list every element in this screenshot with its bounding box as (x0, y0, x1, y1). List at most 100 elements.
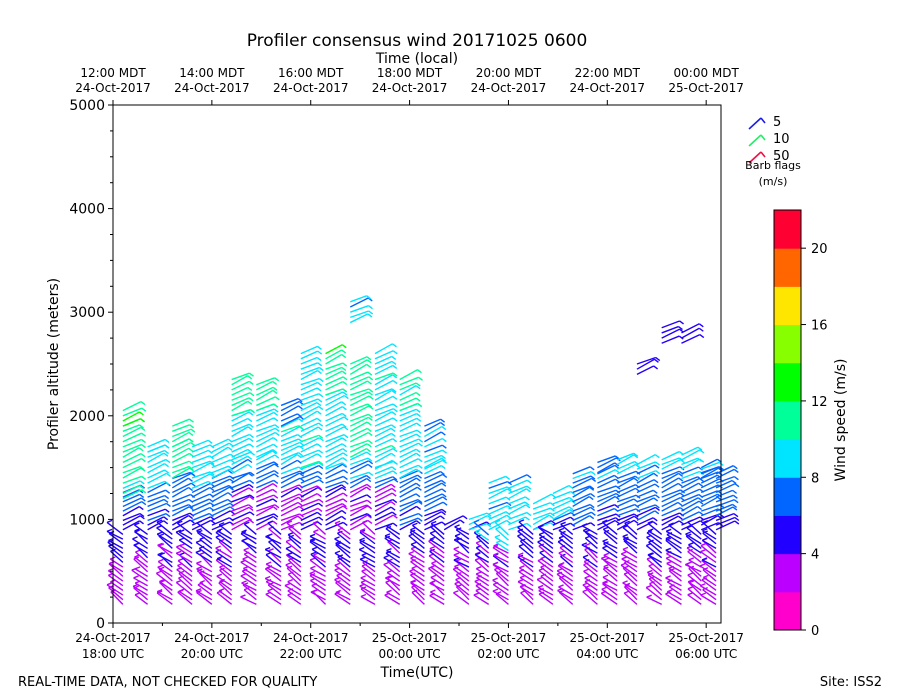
wind-barb (374, 388, 393, 396)
wind-barb (572, 522, 592, 531)
wind-barb (231, 463, 249, 475)
wind-barb (325, 475, 344, 484)
wind-barb (616, 454, 635, 466)
wind-barb (508, 501, 526, 510)
y-tick-label: 0 (96, 616, 105, 632)
wind-barb (196, 531, 213, 545)
wind-barb (374, 444, 392, 453)
wind-barb (537, 541, 554, 554)
wind-barb (309, 535, 326, 545)
wind-barb (349, 463, 369, 475)
wind-barb (241, 540, 257, 550)
y-tick-label: 5000 (69, 98, 105, 114)
barb-legend-label: 5 (773, 115, 781, 130)
wind-barb (476, 536, 490, 549)
wind-barb-flag (668, 522, 674, 526)
wind-barb (597, 464, 616, 475)
wind-barb (430, 522, 445, 535)
wind-barb (265, 554, 282, 568)
wind-barb (715, 516, 736, 526)
wind-barb-flag (391, 360, 397, 365)
wind-barb (107, 541, 124, 554)
wind-barb (133, 558, 149, 573)
wind-barb-flag (312, 520, 319, 524)
wind-barb-flag (164, 469, 170, 474)
wind-barb (424, 473, 444, 484)
wind-barb (256, 417, 275, 427)
wind-barb (552, 499, 572, 510)
top-tick-label-time: 12:00 MDT (80, 66, 146, 80)
wind-barb (384, 537, 401, 549)
wind-barb-flag (526, 485, 532, 490)
wind-barb (620, 553, 638, 564)
wind-barb (688, 582, 702, 596)
wind-barb (349, 494, 368, 503)
top-tick-label-date: 24-Oct-2017 (75, 81, 151, 95)
wind-barb-flag (317, 426, 323, 431)
wind-barb (256, 396, 276, 407)
wind-barb (122, 457, 142, 469)
wind-barb-flag (318, 516, 324, 521)
wind-barb-flag (342, 492, 348, 497)
wind-barb-flag (417, 474, 422, 479)
wind-barb (350, 403, 368, 412)
wind-barb-flag (654, 454, 660, 459)
wind-barb-flag (285, 538, 292, 543)
wind-barb (532, 507, 551, 515)
wind-barb (240, 596, 257, 605)
wind-barb (702, 569, 717, 582)
wind-barb (350, 457, 369, 466)
wind-barb (715, 465, 734, 475)
wind-barb-flag (551, 493, 556, 498)
wind-barb (256, 408, 275, 417)
wind-barb-flag (677, 515, 683, 520)
wind-barb (288, 527, 302, 540)
wind-barb-flag (316, 493, 322, 498)
wind-barb-flag (366, 477, 372, 483)
barb-legend-symbol (748, 134, 762, 147)
wind-barb-flag (526, 511, 532, 517)
wind-barb-flag (360, 593, 367, 598)
wind-barb-flag (391, 487, 397, 493)
wind-barb (715, 512, 735, 522)
wind-barb-flag (341, 353, 347, 359)
wind-barb (256, 380, 273, 391)
wind-barb-flag (440, 422, 445, 427)
wind-barb (374, 411, 393, 422)
wind-barb-flag (392, 395, 398, 400)
wind-barb (300, 486, 319, 498)
wind-barb (280, 425, 299, 433)
wind-barb (647, 522, 663, 535)
wind-barb-flag (133, 575, 139, 579)
wind-barb-flag (229, 486, 234, 491)
wind-barb (493, 545, 509, 554)
wind-barb-flag (453, 552, 460, 556)
wind-barb (702, 532, 717, 545)
wind-barb (572, 506, 591, 517)
wind-barb-flag (646, 594, 652, 598)
wind-barb-flag (366, 359, 372, 364)
wind-barb (623, 540, 638, 554)
top-tick-label-date: 24-Oct-2017 (174, 81, 250, 95)
wind-barb-flag (558, 584, 564, 588)
wind-barb-flag (247, 458, 253, 464)
wind-barb (172, 471, 191, 480)
wind-barb (176, 546, 193, 559)
wind-barb-flag (647, 520, 654, 524)
wind-barb (646, 536, 663, 549)
wind-barb-flag (297, 398, 303, 403)
wind-barb-flag (734, 520, 740, 525)
wind-barb-flag (699, 449, 705, 454)
wind-barb (665, 557, 682, 568)
wind-barb (325, 462, 343, 470)
wind-barb (280, 441, 301, 452)
wind-barb (335, 542, 351, 554)
wind-barb (538, 545, 554, 559)
wind-barb-flag (621, 556, 628, 560)
wind-barb-flag (343, 426, 349, 431)
wind-barb-flag (415, 482, 421, 487)
wind-barb (218, 524, 233, 535)
wind-barb-flag (387, 575, 393, 579)
wind-barb (359, 558, 376, 568)
wind-barb-flag (287, 579, 293, 583)
